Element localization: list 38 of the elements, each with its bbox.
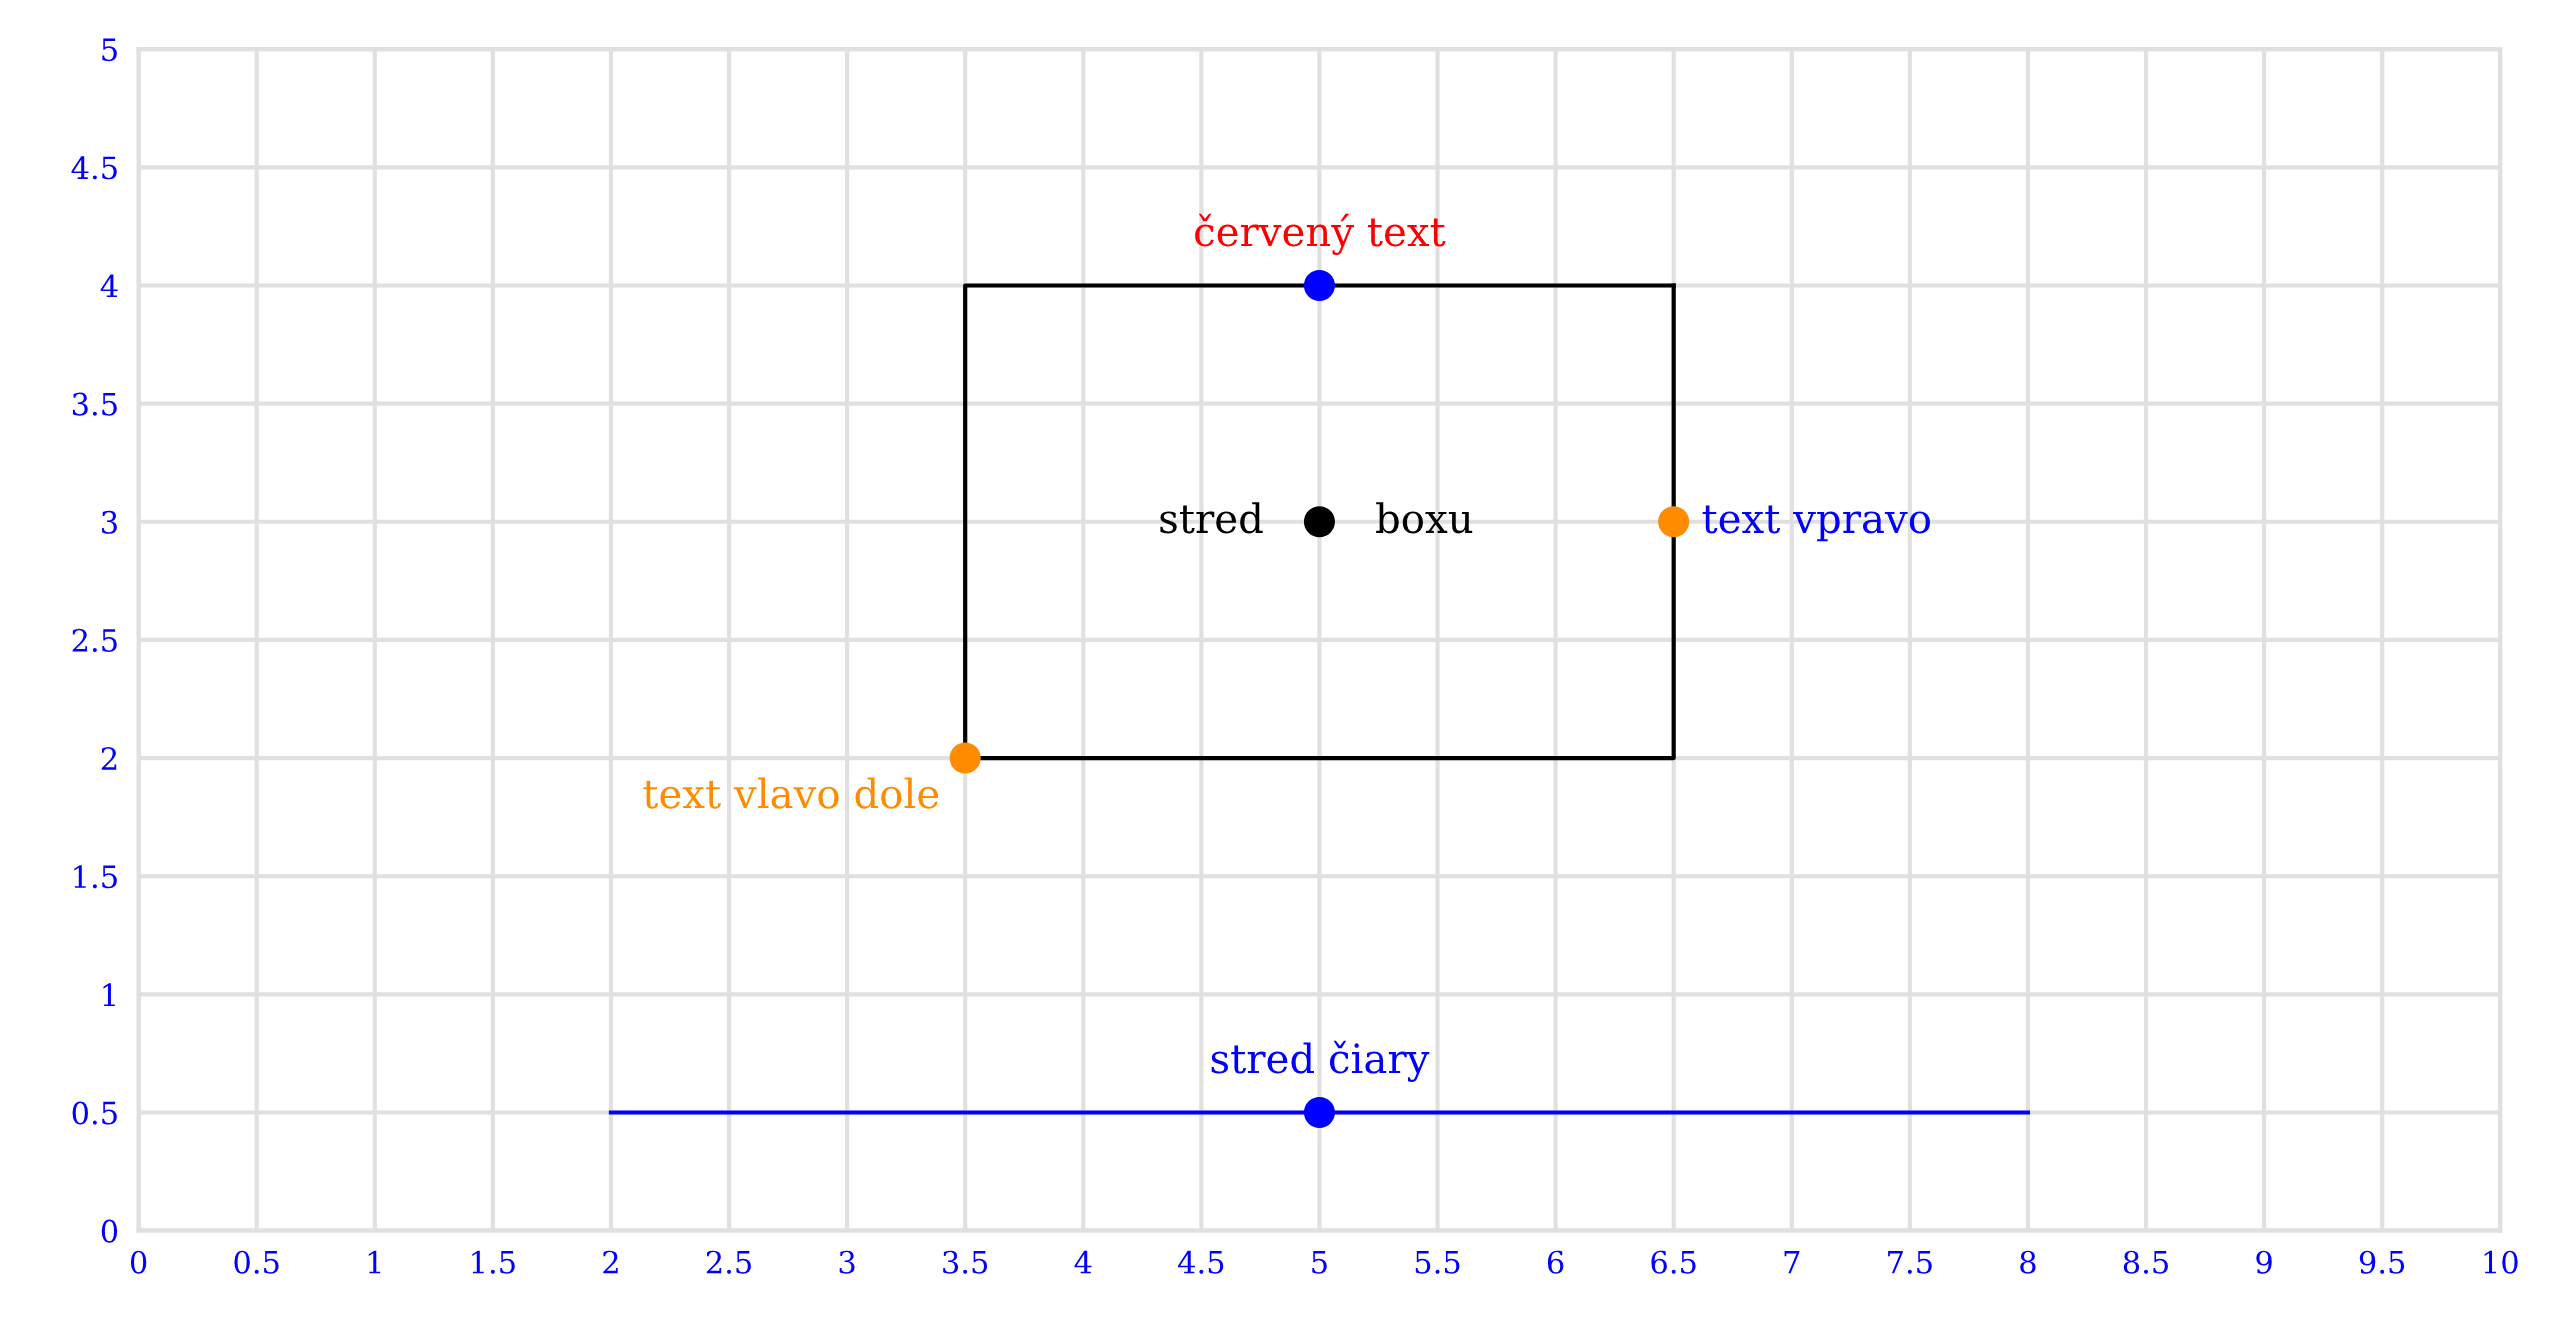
x-tick-label: 7 [1784, 1251, 1800, 1274]
x-tick-label: 8.5 [2123, 1250, 2168, 1274]
y-tick-label: 0.5 [72, 1101, 117, 1125]
x-tick-label: 10 [2484, 1250, 2518, 1274]
x-tick-label: 1 [368, 1250, 381, 1274]
x-tick-label: 5 [1312, 1251, 1327, 1274]
annotation: stred [1160, 502, 1263, 534]
x-tick-label: 0.5 [234, 1250, 279, 1274]
x-tick-label: 3.5 [943, 1250, 988, 1274]
x-tick-label: 4 [1074, 1250, 1092, 1274]
x-tick-label: 9 [2256, 1250, 2272, 1274]
x-tick-label: 7.5 [1888, 1251, 1932, 1274]
y-tick-label: 0 [101, 1219, 118, 1243]
x-tick-label: 2 [603, 1250, 618, 1274]
x-tick-label: 5.5 [1415, 1251, 1460, 1274]
y-tick-label: 1 [103, 983, 115, 1006]
x-tick-label: 9.5 [2359, 1250, 2405, 1274]
x-tick-label: 6 [1547, 1250, 1564, 1274]
x-tick-label: 1.5 [472, 1250, 515, 1274]
annotation: červený text [1195, 213, 1446, 255]
y-tick-label: 3 [102, 510, 117, 534]
annotation: stred čiary [1211, 1040, 1430, 1082]
x-tick-label: 2.5 [706, 1250, 751, 1274]
x-tick-label: 4.5 [1178, 1250, 1224, 1274]
y-tick-label: 5 [102, 38, 117, 62]
annotation: boxu [1376, 502, 1473, 534]
y-tick-label: 2 [101, 746, 117, 770]
x-tick-label: 3 [839, 1250, 855, 1274]
x-tick-label: 0 [130, 1250, 147, 1274]
x-tick-label: 8 [2020, 1250, 2036, 1274]
y-tick-label: 4.5 [71, 156, 117, 180]
y-tick-label: 4 [100, 274, 118, 298]
y-tick-label: 1.5 [74, 865, 117, 889]
x-tick-label: 6.5 [1651, 1250, 1696, 1274]
annotation: text vlavo dole [643, 777, 939, 809]
y-tick-label: 3.5 [72, 392, 117, 416]
annotation: text vpravo [1702, 505, 1930, 542]
y-tick-label: 2.5 [72, 628, 117, 652]
